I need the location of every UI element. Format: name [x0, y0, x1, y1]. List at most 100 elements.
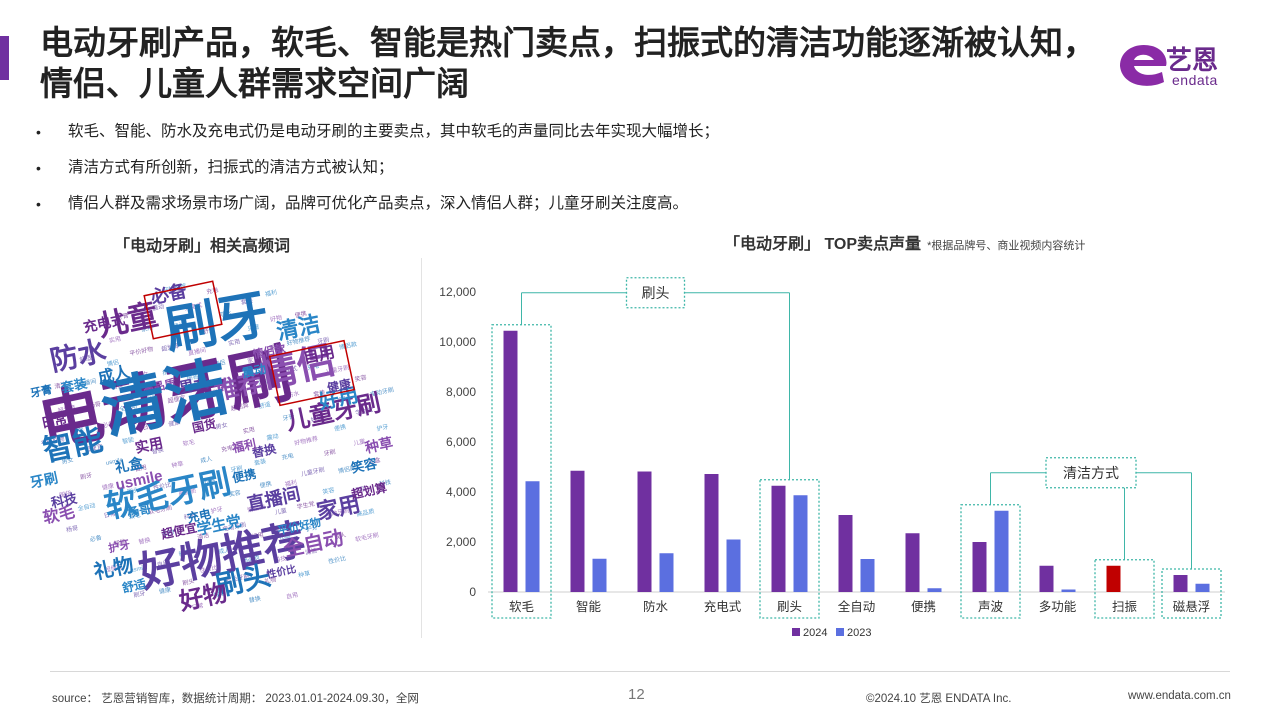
- wordcloud-filler-word: 充电式: [220, 442, 239, 454]
- wordcloud-filler-word: 种草: [171, 459, 184, 469]
- wordcloud-title: 「电动牙刷」相关高频词: [114, 238, 291, 255]
- wordcloud-filler-word: 清洁: [257, 376, 270, 386]
- wordcloud-filler-word: 性价比: [328, 554, 347, 566]
- wordcloud-filler-word: 全自动: [119, 402, 138, 414]
- legend-swatch: [792, 628, 800, 636]
- wordcloud-highlight-box: [143, 280, 223, 340]
- group-label: 清洁方式: [1063, 465, 1119, 481]
- x-tick-label: 全自动: [838, 599, 876, 614]
- wordcloud-filler-word: 必备: [101, 419, 114, 429]
- wordcloud-filler-word: 成人: [218, 546, 231, 556]
- wordcloud-filler-word: 护牙: [376, 423, 389, 433]
- x-tick-label: 扫振: [1112, 600, 1138, 614]
- wordcloud: 充电式成人男女牙刷软毛实用礼盒必备套装种草超划算笑容健康震动高品质国货便携替换舒…: [29, 279, 395, 616]
- wordcloud-filler-word: 健康: [158, 585, 171, 595]
- wordcloud-filler-word: 刷头: [182, 577, 195, 587]
- bullet-text: 情侣人群及需求场景市场广阔，品牌可优化产品卖点，深入情侣人群；儿童牙刷关注度高。: [68, 195, 689, 212]
- wordcloud-word: 舒适: [120, 576, 148, 596]
- wordcloud-filler-word: 情侣: [106, 358, 119, 368]
- bullet-text: 软毛、智能、防水及充电式仍是电动牙刷的主要卖点，其中软毛的声量同比去年实现大幅增…: [68, 123, 720, 140]
- group-highlight-box: [491, 324, 552, 619]
- bar-2024-扫振: [1106, 565, 1121, 592]
- x-tick-label: 刷头: [777, 600, 802, 614]
- y-tick-label: 4,000: [446, 485, 476, 499]
- wordcloud-filler-word: 震动: [266, 433, 279, 442]
- wordcloud-filler-word: 护牙: [305, 523, 318, 533]
- wordcloud-filler-word: 便携: [259, 480, 272, 490]
- wordcloud-filler-word: 防水: [219, 309, 232, 319]
- wordcloud-filler-word: 男女: [61, 456, 74, 466]
- wordcloud-filler-word: 智能: [113, 537, 126, 547]
- wordcloud-word: 礼盒: [114, 454, 146, 476]
- wordcloud-filler-word: 男女: [215, 421, 228, 431]
- logo-en-text: endata: [1172, 72, 1218, 88]
- wordcloud-filler-word: 软毛: [213, 589, 226, 599]
- wordcloud-filler-word: 震动: [268, 343, 281, 352]
- wordcloud-filler-word: 平价好物: [129, 345, 154, 358]
- chart-note: *根据品牌号、商业视频内容统计: [927, 240, 1086, 252]
- wordcloud-filler-word: 套装: [313, 388, 326, 398]
- bar-2024-便携: [905, 533, 920, 592]
- wordcloud-filler-word: 儿童: [353, 437, 366, 447]
- wordcloud-filler-word: 笑容: [322, 486, 335, 496]
- footer-url: www.endata.com.cn: [1128, 690, 1231, 702]
- wordcloud-filler-word: 充电: [306, 362, 319, 372]
- bullet-symbol: •: [36, 124, 41, 140]
- wordcloud-filler-word: 便携: [294, 309, 307, 319]
- legend-label: 2023: [847, 627, 871, 639]
- wordcloud-filler-word: 学生党: [296, 500, 315, 512]
- wordcloud-filler-word: 家用: [140, 323, 153, 333]
- x-tick-label: 多功能: [1039, 600, 1077, 614]
- wordcloud-word: 充电: [186, 506, 213, 526]
- wordcloud-filler-word: 杨哥: [186, 372, 199, 382]
- wordcloud-filler-word: 实用: [242, 425, 255, 435]
- wordcloud-word: 牙刷: [29, 469, 60, 490]
- wordcloud-filler-word: 实用: [108, 334, 121, 344]
- wordcloud-word: 杨哥: [126, 501, 153, 521]
- wordcloud-word: 福利: [230, 436, 258, 456]
- y-tick-label: 10,000: [439, 335, 476, 349]
- bar-2024-软毛: [503, 330, 518, 592]
- wordcloud-filler-word: 超划算: [57, 403, 76, 415]
- logo-cn-text: 艺恩: [1166, 45, 1219, 75]
- y-tick-label: 0: [469, 585, 476, 599]
- wordcloud-filler-word: 礼物: [264, 575, 277, 585]
- footer-copyright: ©2024.10 艺恩 ENDATA Inc.: [866, 693, 1012, 705]
- wordcloud-filler-word: 舒适: [258, 400, 271, 410]
- wordcloud-filler-word: 刷头: [126, 486, 139, 496]
- wordcloud-word: 科技: [50, 490, 80, 510]
- chart-title: 「电动牙刷」 TOP卖点声量 *根据品牌号、商业视频内容统计: [724, 230, 1085, 254]
- wordcloud-word: 便携: [231, 466, 258, 486]
- wordcloud-filler-word: 福利: [284, 478, 297, 488]
- bar-2023-多功能: [1061, 589, 1076, 592]
- bar-2024-多功能: [1039, 565, 1054, 592]
- wordcloud-filler-word: 超便宜: [167, 394, 186, 406]
- legend-swatch: [836, 628, 844, 636]
- wordcloud-filler-word: 科技: [378, 478, 391, 488]
- wordcloud-filler-word: 科技: [274, 554, 287, 564]
- wordcloud-filler-word: 礼物: [161, 528, 174, 538]
- wordcloud-word: 笑容: [350, 456, 379, 476]
- bar-2023-便携: [927, 588, 942, 592]
- wordcloud-filler-word: 福利: [336, 394, 349, 404]
- wordcloud-filler-word: 牙刷: [316, 335, 329, 345]
- wordcloud-filler-word: 情侣款: [247, 502, 266, 514]
- wordcloud-filler-word: 自用: [285, 591, 298, 601]
- wordcloud-filler-word: 清洁: [54, 380, 67, 390]
- wordcloud-filler-word: 必备: [89, 533, 102, 543]
- wordcloud-filler-word: 情侣款: [337, 464, 356, 476]
- y-tick-label: 2,000: [446, 535, 476, 549]
- wordcloud-filler-word: 刷牙: [133, 589, 146, 599]
- wordcloud-filler-word: 舒适: [202, 325, 215, 335]
- bullet-text: 清洁方式有所创新，扫振式的清洁方式被认知；: [68, 159, 394, 176]
- wordcloud-filler-word: 日常: [103, 509, 116, 519]
- bar-2023-全自动: [860, 559, 875, 592]
- wordcloud-filler-word: 超便宜: [84, 442, 103, 454]
- wordcloud-filler-word: 直播间: [78, 377, 97, 389]
- wordcloud-filler-word: 性价比: [199, 563, 218, 575]
- wordcloud-filler-word: 智能: [121, 435, 134, 445]
- wordcloud-filler-word: 清洁: [197, 531, 210, 541]
- wordcloud-filler-word: 成人: [333, 531, 346, 541]
- wordcloud-word: 直播间: [245, 483, 302, 515]
- wordcloud-filler-word: 家用: [247, 355, 260, 365]
